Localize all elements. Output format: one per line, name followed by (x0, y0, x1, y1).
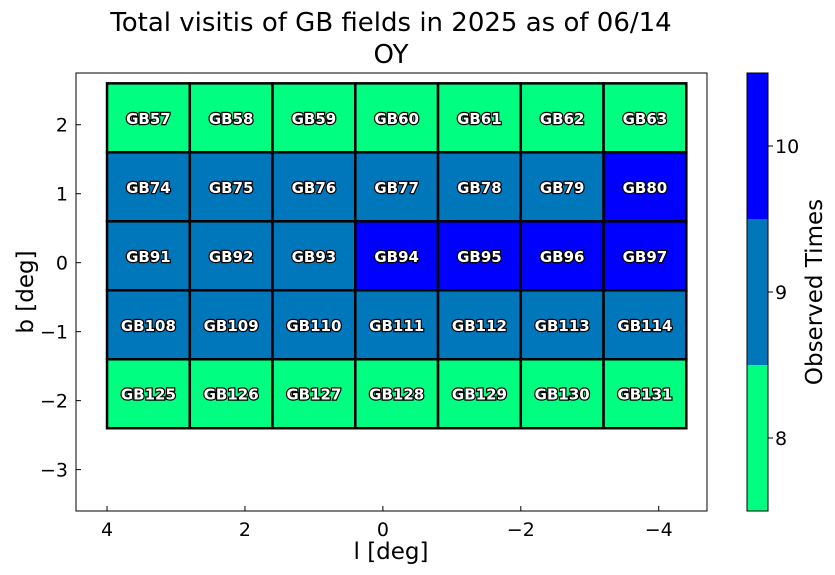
y-axis-label: b [deg] (13, 250, 39, 333)
field-label-gb129: GB129 (452, 386, 507, 404)
colorbar-tick-label: 10 (775, 136, 799, 158)
field-label-gb79: GB79 (540, 179, 585, 197)
field-cell-gb113 (519, 289, 605, 361)
field-cell-gb131 (602, 358, 688, 430)
colorbar-bin-10 (747, 73, 768, 219)
field-cell-gb74 (105, 151, 192, 223)
field-label-gb76: GB76 (292, 179, 337, 197)
field-label-gb126: GB126 (204, 386, 259, 404)
plot-frame (75, 72, 708, 512)
y-tick-label: 2 (56, 115, 68, 137)
field-cell-gb109 (188, 289, 274, 361)
field-cell-gb62 (519, 82, 605, 154)
field-cell-gb92 (188, 220, 274, 292)
field-cells (105, 82, 688, 430)
field-cell-gb80 (602, 151, 688, 223)
x-tick-label: −4 (645, 519, 673, 541)
field-label-gb109: GB109 (204, 317, 259, 335)
x-axis-label: l [deg] (354, 539, 429, 565)
field-label-gb131: GB131 (617, 386, 672, 404)
field-cell-gb93 (271, 220, 357, 292)
x-tick-label: 0 (377, 519, 389, 541)
colorbar-label: Observed Times (802, 199, 828, 385)
field-label-gb108: GB108 (121, 317, 176, 335)
colorbar-bin-8 (747, 365, 768, 511)
colorbar: 8 9 10 (746, 72, 799, 512)
field-cell-gb97 (602, 220, 688, 292)
field-cell-gb125 (105, 358, 192, 430)
field-label-gb125: GB125 (121, 386, 176, 404)
field-label-gb78: GB78 (457, 179, 502, 197)
field-label-gb96: GB96 (540, 248, 585, 266)
field-label-gb57: GB57 (126, 110, 171, 128)
field-label-gb91: GB91 (126, 248, 171, 266)
field-label-gb127: GB127 (286, 386, 341, 404)
field-label-gb112: GB112 (452, 317, 507, 335)
field-label-gb111: GB111 (369, 317, 424, 335)
field-labels: GB57 GB58 GB59 GB60 GB61 GB62 GB63 GB74 GB75 GB76… (120, 109, 674, 405)
y-tick-label: −3 (40, 460, 68, 482)
y-tick-label: 0 (56, 253, 68, 275)
field-label-gb97: GB97 (623, 248, 668, 266)
field-label-gb80: GB80 (623, 179, 668, 197)
colorbar-bin-9 (747, 219, 768, 365)
field-label-gb113: GB113 (535, 317, 590, 335)
colorbar-tick-label: 8 (775, 428, 787, 450)
x-tick-label: 4 (101, 519, 113, 541)
field-label-gb60: GB60 (374, 110, 419, 128)
field-cell-gb76 (271, 151, 357, 223)
x-tick-label: 2 (239, 519, 251, 541)
field-label-gb62: GB62 (540, 110, 585, 128)
colorbar-tick-label: 9 (775, 282, 787, 304)
field-label-gb130: GB130 (535, 386, 590, 404)
x-tick-label: −2 (507, 519, 535, 541)
y-tick-label: −1 (40, 322, 68, 344)
field-label-gb95: GB95 (457, 248, 502, 266)
field-cell-gb96 (519, 220, 605, 292)
field-label-gb61: GB61 (457, 110, 502, 128)
field-label-gb128: GB128 (369, 386, 424, 404)
field-label-gb63: GB63 (623, 110, 668, 128)
chart-subtitle: OY (374, 40, 409, 70)
field-label-gb110: GB110 (286, 317, 341, 335)
field-label-gb75: GB75 (209, 179, 254, 197)
field-cell-gb95 (436, 220, 523, 292)
chart-title: Total visitis of GB fields in 2025 as of… (109, 8, 671, 38)
field-cell-gb57 (105, 82, 192, 154)
y-axis: 2 1 0 −1 −2 −3 (40, 115, 81, 482)
field-label-gb74: GB74 (126, 179, 171, 197)
y-tick-label: −2 (40, 391, 68, 413)
field-cell-gb78 (436, 151, 523, 223)
field-label-gb59: GB59 (292, 110, 337, 128)
y-tick-label: 1 (56, 184, 68, 206)
field-cell-gb130 (519, 358, 605, 430)
field-cell-gb108 (105, 289, 192, 361)
field-label-gb58: GB58 (209, 110, 254, 128)
field-label-gb92: GB92 (209, 248, 254, 266)
x-axis: 4 2 0 −2 −4 (101, 506, 673, 541)
field-label-gb77: GB77 (374, 179, 419, 197)
field-label-gb93: GB93 (292, 248, 337, 266)
field-label-gb114: GB114 (617, 317, 672, 335)
field-cell-gb127 (271, 358, 357, 430)
field-label-gb94: GB94 (374, 248, 419, 266)
